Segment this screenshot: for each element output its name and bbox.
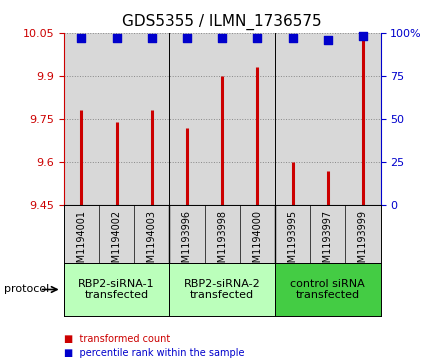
Text: GSM1194001: GSM1194001: [77, 210, 86, 275]
Text: GSM1193997: GSM1193997: [323, 210, 333, 275]
Text: GSM1194000: GSM1194000: [253, 210, 262, 275]
Point: [148, 35, 155, 41]
Point: [219, 35, 226, 41]
Text: GSM1194002: GSM1194002: [112, 210, 121, 275]
Point: [254, 35, 261, 41]
Text: GSM1193996: GSM1193996: [182, 210, 192, 275]
Title: GDS5355 / ILMN_1736575: GDS5355 / ILMN_1736575: [122, 14, 322, 30]
Point: [289, 35, 296, 41]
Text: ■  transformed count: ■ transformed count: [64, 334, 170, 344]
Bar: [64, 263, 169, 316]
Point: [183, 35, 191, 41]
Text: protocol: protocol: [4, 285, 50, 294]
Text: control siRNA
transfected: control siRNA transfected: [290, 279, 365, 300]
Text: RBP2-siRNA-2
transfected: RBP2-siRNA-2 transfected: [184, 279, 260, 300]
Bar: [275, 263, 381, 316]
Point: [359, 33, 367, 39]
Text: GSM1193995: GSM1193995: [288, 210, 297, 275]
Text: RBP2-siRNA-1
transfected: RBP2-siRNA-1 transfected: [78, 279, 155, 300]
Text: GSM1193999: GSM1193999: [358, 210, 368, 275]
Point: [324, 37, 331, 42]
Point: [78, 35, 85, 41]
Text: GSM1193998: GSM1193998: [217, 210, 227, 275]
Bar: [169, 263, 275, 316]
Text: ■  percentile rank within the sample: ■ percentile rank within the sample: [64, 348, 244, 358]
Point: [113, 35, 120, 41]
Text: GSM1194003: GSM1194003: [147, 210, 157, 275]
